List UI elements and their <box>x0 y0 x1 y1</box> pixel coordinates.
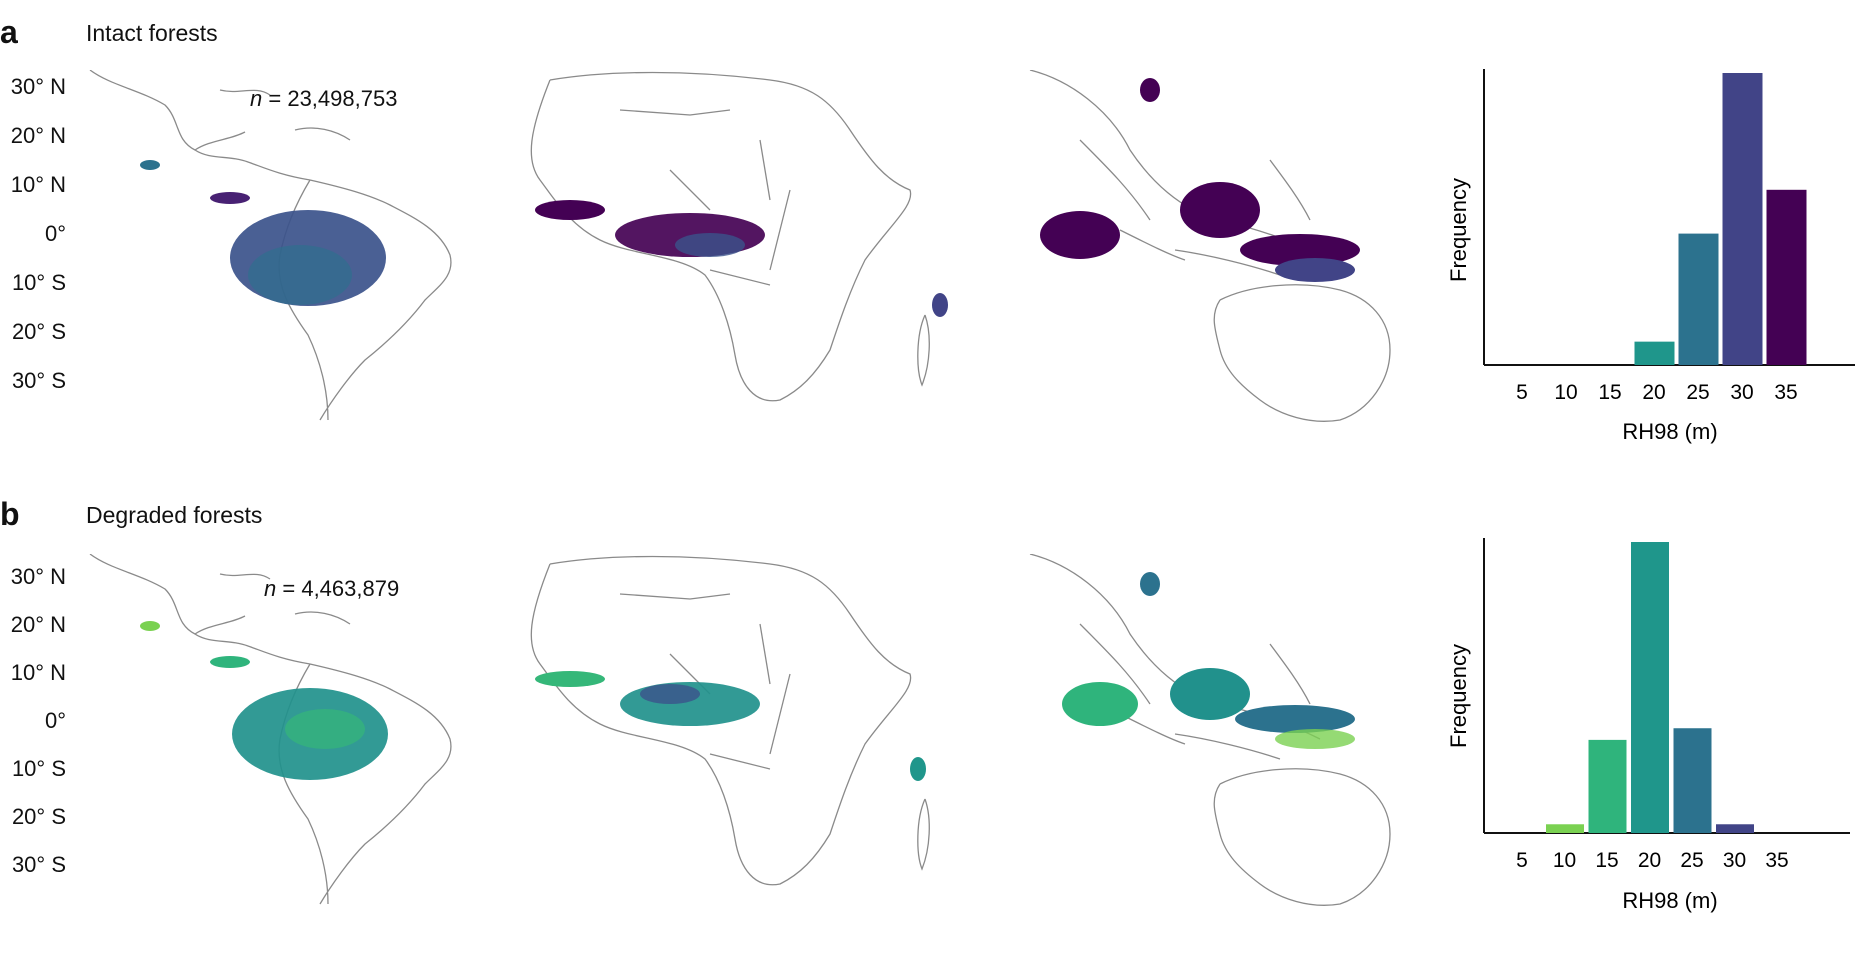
bar-group <box>1634 73 1807 365</box>
tropical-forest-map <box>89 70 1391 422</box>
hexbin-cluster-congo-core <box>640 684 700 704</box>
lat-label: 10° S <box>11 270 66 295</box>
x-axis-label: RH98 (m) <box>1622 419 1717 444</box>
hexbin-cluster-indochina <box>1140 572 1160 596</box>
bar-25 <box>1678 233 1719 365</box>
lat-label: 30° S <box>11 368 66 393</box>
hexbin-cluster-congo-core <box>675 233 745 257</box>
bar-15 <box>1588 739 1627 833</box>
lat-label: 20° S <box>11 804 66 829</box>
bar-30 <box>1722 73 1763 365</box>
sample-count: n = 23,498,753 <box>250 86 397 112</box>
hexbin-cluster-new-guinea <box>1240 234 1360 266</box>
hexbin-cluster-west-africa <box>535 671 605 687</box>
lat-label: 20° S <box>11 319 66 344</box>
bar-10 <box>1546 824 1584 833</box>
x-tick-label: 15 <box>1598 381 1621 404</box>
lat-label: 30° N <box>10 74 66 99</box>
lat-label: 10° N <box>10 660 66 685</box>
hexbin-cluster-central-america <box>210 192 250 204</box>
histogram-intact: Frequency 5 10 15 20 25 30 35 RH98 (m) <box>1446 69 1855 444</box>
sample-count-value: = 23,498,753 <box>268 86 398 111</box>
panel-degraded-forests: b Degraded forests 30° N 20° N 10° N 0° … <box>0 482 1861 957</box>
lat-label: 0° <box>44 708 66 733</box>
x-tick-label: 10 <box>1553 849 1576 872</box>
hexbin-cluster-borneo <box>1180 182 1260 238</box>
bar-35 <box>1766 189 1807 365</box>
canopy-height-hexbins <box>140 78 1360 317</box>
hexbin-cluster-west-africa <box>535 200 605 220</box>
sample-count: n = 4,463,879 <box>264 576 399 602</box>
hexbin-cluster-new-guinea <box>1235 705 1355 733</box>
x-tick-label: 5 <box>1516 381 1528 404</box>
x-tick-label: 20 <box>1638 849 1661 872</box>
bar-group <box>1546 542 1754 833</box>
panel-label: b <box>0 496 20 532</box>
coastline-outline <box>89 70 1391 422</box>
hexbin-cluster-mexico <box>140 621 160 631</box>
x-tick-group: 5 10 15 20 25 30 35 <box>1516 849 1789 872</box>
panel-title: Degraded forests <box>86 502 263 528</box>
bar-25 <box>1673 728 1712 833</box>
panel-title: Intact forests <box>86 20 218 46</box>
bar-20 <box>1634 341 1675 365</box>
histogram-degraded: Frequency 5 10 15 20 25 30 35 RH98 (m) <box>1446 538 1850 913</box>
n-symbol: n <box>264 576 277 601</box>
x-axis-label: RH98 (m) <box>1622 888 1717 913</box>
lat-label: 0° <box>44 221 66 246</box>
panel-intact-forests: a Intact forests 30° N 20° N 10° N 0° 10… <box>0 0 1861 475</box>
hexbin-cluster-new-guinea-south <box>1275 258 1355 282</box>
x-tick-label: 30 <box>1730 381 1753 404</box>
x-tick-group: 5 10 15 20 25 30 35 <box>1516 381 1798 404</box>
hexbin-cluster-new-guinea-south <box>1275 729 1355 749</box>
x-tick-label: 30 <box>1723 849 1746 872</box>
bar-20 <box>1631 542 1669 833</box>
sample-count-value: = 4,463,879 <box>282 576 400 601</box>
hexbin-cluster-amazon-core <box>285 709 365 749</box>
n-symbol: n <box>250 86 263 111</box>
x-tick-label: 15 <box>1595 849 1618 872</box>
x-tick-label: 20 <box>1642 381 1665 404</box>
x-tick-label: 5 <box>1516 849 1528 872</box>
x-tick-label: 35 <box>1774 381 1797 404</box>
lat-label: 30° S <box>11 852 66 877</box>
tropical-forest-map <box>89 554 1391 906</box>
lat-label: 10° N <box>10 172 66 197</box>
x-tick-label: 25 <box>1686 381 1709 404</box>
canopy-height-hexbins <box>140 572 1355 781</box>
hexbin-cluster-borneo <box>1170 668 1250 720</box>
bar-30 <box>1716 824 1754 833</box>
x-tick-label: 35 <box>1765 849 1788 872</box>
hexbin-cluster-sumatra <box>1062 682 1138 726</box>
hexbin-cluster-madagascar <box>910 757 926 781</box>
lat-label: 10° S <box>11 756 66 781</box>
x-tick-label: 10 <box>1554 381 1577 404</box>
lat-label: 20° N <box>10 123 66 148</box>
panel-label: a <box>0 14 18 50</box>
y-axis-label: Frequency <box>1446 644 1471 748</box>
x-tick-label: 25 <box>1680 849 1703 872</box>
hexbin-cluster-madagascar <box>932 293 948 317</box>
hexbin-cluster-central-america <box>210 656 250 668</box>
hexbin-cluster-indochina <box>1140 78 1160 102</box>
lat-label: 20° N <box>10 612 66 637</box>
lat-label: 30° N <box>10 564 66 589</box>
y-axis-label: Frequency <box>1446 178 1471 282</box>
hexbin-cluster-sumatra <box>1040 211 1120 259</box>
hexbin-cluster-amazon-core <box>248 245 352 305</box>
hexbin-cluster-mexico <box>140 160 160 170</box>
